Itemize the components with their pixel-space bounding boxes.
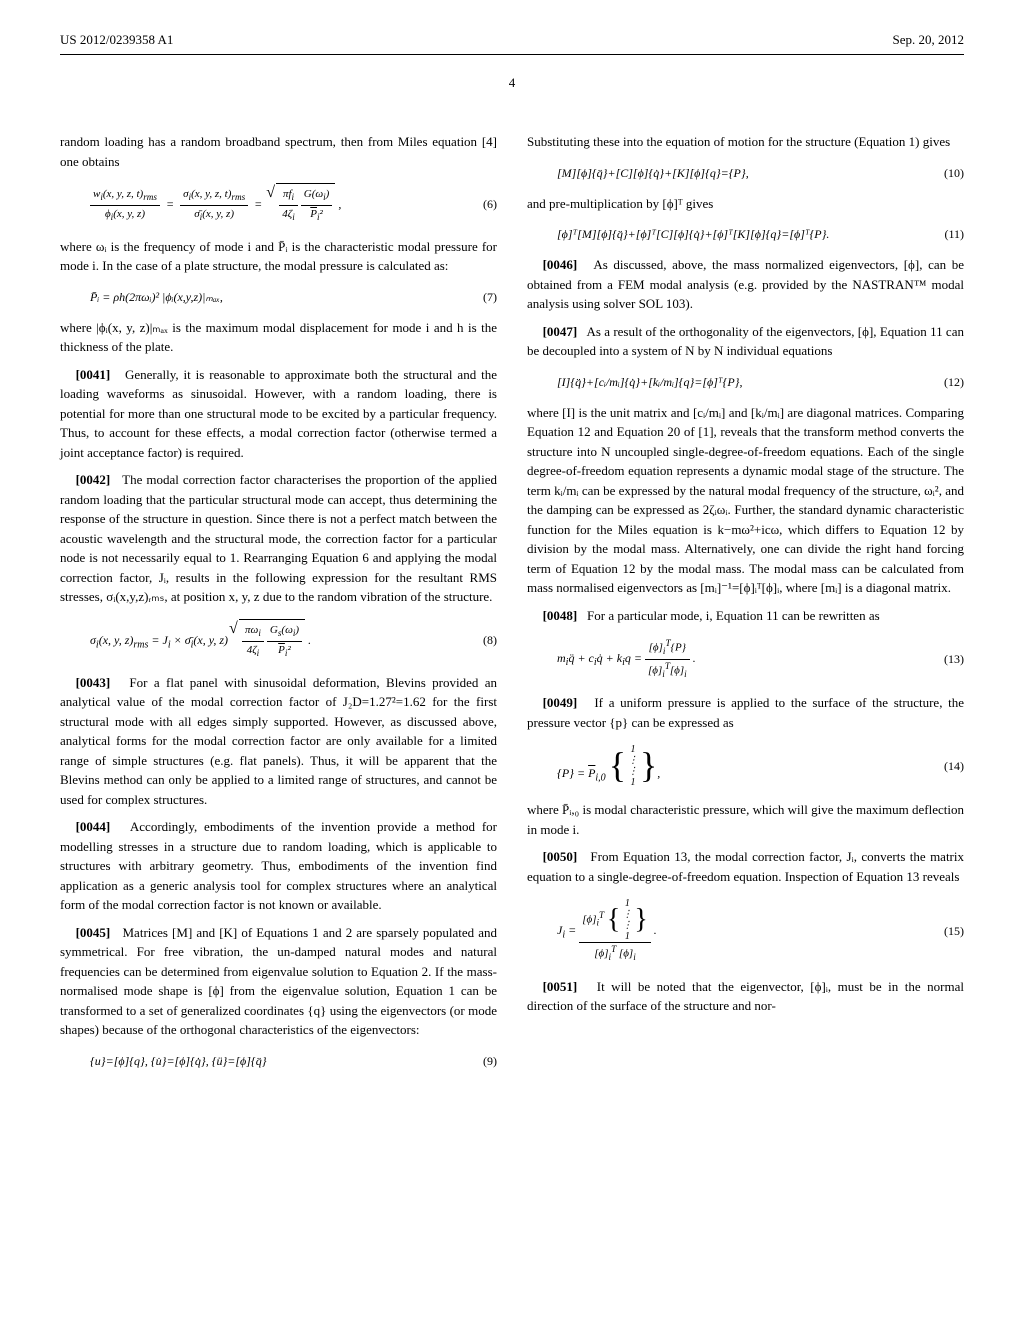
equation-14: {P} = Pi,0 { 1⋮⋮1 } , (14)	[557, 744, 964, 788]
paragraph: [0045] Matrices [M] and [K] of Equations…	[60, 923, 497, 1040]
paragraph-text: It will be noted that the eigenvector, […	[527, 979, 964, 1014]
equation-body: {u}=[ϕ]{q}, {u̇}=[ϕ]{q̇}, {ü}=[ϕ]{q̈}	[90, 1052, 457, 1070]
paragraph: [0050] From Equation 13, the modal corre…	[527, 847, 964, 886]
paragraph-number: [0047]	[543, 324, 578, 339]
equation-number: (15)	[924, 922, 964, 940]
paragraph-number: [0050]	[543, 849, 578, 864]
equation-15: Ji = [ϕ]iT { 1⋮⋮1 } [ϕ]iT [ϕ]i . (15)	[557, 898, 964, 965]
paragraph-text: As a result of the orthogonality of the …	[527, 324, 964, 359]
paragraph-text: Matrices [M] and [K] of Equations 1 and …	[60, 925, 497, 1038]
paragraph: [0048] For a particular mode, i, Equatio…	[527, 606, 964, 626]
equation-number: (7)	[457, 288, 497, 306]
paragraph-number: [0044]	[76, 819, 111, 834]
equation-6: wi(x, y, z, t)rmsϕi(x, y, z) = σi(x, y, …	[90, 183, 497, 225]
equation-number: (12)	[924, 373, 964, 391]
two-column-layout: random loading has a random broadband sp…	[60, 132, 964, 1082]
paragraph: where |ϕᵢ(x, y, z)|ₘₐₓ is the maximum mo…	[60, 318, 497, 357]
paragraph-text: As discussed, above, the mass normalized…	[527, 257, 964, 311]
right-column: Substituting these into the equation of …	[527, 132, 964, 1082]
equation-7: P̄ᵢ = ρh(2πωᵢ)² |ϕᵢ(x,y,z)|ₘₐₓ, (7)	[90, 288, 497, 306]
paragraph-number: [0045]	[76, 925, 111, 940]
paragraph-number: [0043]	[76, 675, 111, 690]
paragraph: and pre-multiplication by [ϕ]ᵀ gives	[527, 194, 964, 214]
paragraph-number: [0041]	[76, 367, 111, 382]
paragraph-number: [0051]	[543, 979, 578, 994]
equation-body: P̄ᵢ = ρh(2πωᵢ)² |ϕᵢ(x,y,z)|ₘₐₓ,	[90, 288, 457, 306]
paragraph-text: For a flat panel with sinusoidal deforma…	[60, 675, 497, 807]
paragraph: [0041] Generally, it is reasonable to ap…	[60, 365, 497, 463]
paragraph: where P̄ᵢ,₀ is modal characteristic pres…	[527, 800, 964, 839]
paragraph-text: The modal correction factor characterise…	[60, 472, 497, 604]
equation-number: (6)	[457, 195, 497, 213]
equation-number: (10)	[924, 164, 964, 182]
equation-number: (9)	[457, 1052, 497, 1070]
header-rule	[60, 54, 964, 55]
equation-8: σi(x, y, z)rms = Ji × σ̄i(x, y, z) πωi4ζ…	[90, 619, 497, 661]
paragraph: where ωᵢ is the frequency of mode i and …	[60, 237, 497, 276]
paragraph: [0042] The modal correction factor chara…	[60, 470, 497, 607]
paragraph: Substituting these into the equation of …	[527, 132, 964, 152]
equation-9: {u}=[ϕ]{q}, {u̇}=[ϕ]{q̇}, {ü}=[ϕ]{q̈} (9…	[90, 1052, 497, 1070]
paragraph-text: From Equation 13, the modal correction f…	[527, 849, 964, 884]
paragraph-number: [0042]	[76, 472, 111, 487]
paragraph: where [I] is the unit matrix and [cᵢ/mᵢ]…	[527, 403, 964, 598]
paragraph-text: For a particular mode, i, Equation 11 ca…	[587, 608, 880, 623]
equation-number: (8)	[457, 631, 497, 649]
equation-number: (14)	[924, 757, 964, 775]
equation-body: [ϕ]ᵀ[M][ϕ]{q̈}+[ϕ]ᵀ[C][ϕ]{q̇}+[ϕ]ᵀ[K][ϕ]…	[557, 225, 924, 243]
paragraph: [0046] As discussed, above, the mass nor…	[527, 255, 964, 314]
paragraph-number: [0046]	[543, 257, 578, 272]
equation-11: [ϕ]ᵀ[M][ϕ]{q̈}+[ϕ]ᵀ[C][ϕ]{q̇}+[ϕ]ᵀ[K][ϕ]…	[557, 225, 964, 243]
page-header: US 2012/0239358 A1 Sep. 20, 2012	[60, 30, 964, 50]
left-column: random loading has a random broadband sp…	[60, 132, 497, 1082]
equation-12: [I]{q̈}+[cᵢ/mᵢ]{q̇}+[kᵢ/mᵢ]{q}=[ϕ]ᵀ{P}, …	[557, 373, 964, 391]
equation-number: (11)	[924, 225, 964, 243]
header-right: Sep. 20, 2012	[893, 30, 965, 50]
paragraph-text: If a uniform pressure is applied to the …	[527, 695, 964, 730]
paragraph: [0049] If a uniform pressure is applied …	[527, 693, 964, 732]
equation-body: [M][ϕ]{q̈}+[C][ϕ]{q̇}+[K][ϕ]{q}={P},	[557, 164, 924, 182]
paragraph-text: Accordingly, embodiments of the inventio…	[60, 819, 497, 912]
equation-10: [M][ϕ]{q̈}+[C][ϕ]{q̇}+[K][ϕ]{q}={P}, (10…	[557, 164, 964, 182]
header-left: US 2012/0239358 A1	[60, 30, 173, 50]
equation-13: miq̈ + ciq̇ + kiq = [ϕ]iT{P}[ϕ]iT[ϕ]i . …	[557, 637, 964, 681]
paragraph: [0043] For a flat panel with sinusoidal …	[60, 673, 497, 810]
paragraph: [0044] Accordingly, embodiments of the i…	[60, 817, 497, 915]
paragraph-number: [0049]	[543, 695, 578, 710]
paragraph-number: [0048]	[543, 608, 578, 623]
paragraph: random loading has a random broadband sp…	[60, 132, 497, 171]
paragraph: [0047] As a result of the orthogonality …	[527, 322, 964, 361]
paragraph-text: Generally, it is reasonable to approxima…	[60, 367, 497, 460]
paragraph: [0051] It will be noted that the eigenve…	[527, 977, 964, 1016]
equation-number: (13)	[924, 650, 964, 668]
page-number: 4	[60, 73, 964, 93]
equation-body: [I]{q̈}+[cᵢ/mᵢ]{q̇}+[kᵢ/mᵢ]{q}=[ϕ]ᵀ{P},	[557, 373, 924, 391]
